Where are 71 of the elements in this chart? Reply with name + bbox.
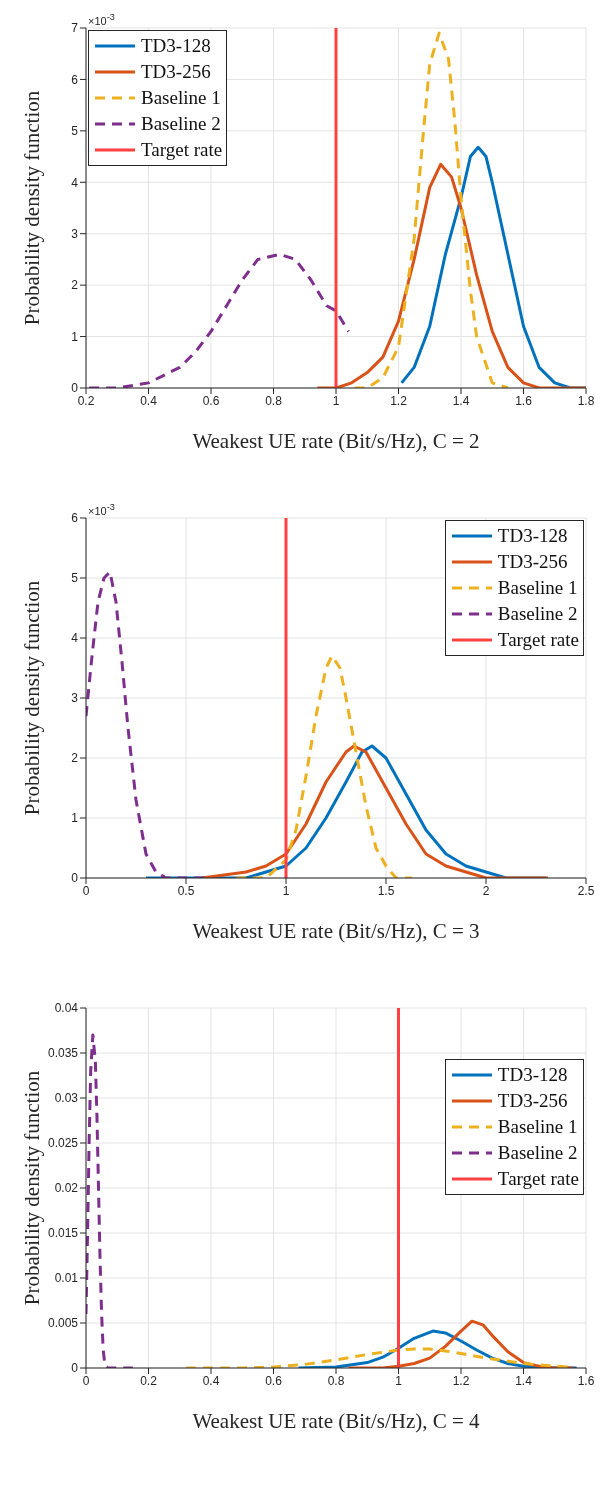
text: ×10$^{-3}$: [88, 502, 115, 517]
y-tick-label: 0.02: [54, 1181, 79, 1196]
y-tick-label: 0.005: [47, 1316, 79, 1331]
x-tick-label: 1: [282, 883, 290, 898]
x-axis-title: Weakest UE rate (Bit/s/Hz), C = 4: [192, 1409, 481, 1433]
y-tick-label: 4: [71, 175, 79, 190]
y-tick-label: 6: [71, 511, 79, 526]
x-tick-label: 0.2: [140, 1373, 158, 1388]
x-tick-label: 0.6: [202, 393, 220, 408]
text: ×10$^{-3}$: [88, 12, 115, 27]
x-tick-label: 0.5: [177, 883, 195, 898]
legend-label: TD3-256: [497, 1088, 568, 1113]
y-tick-label: 1: [71, 329, 79, 344]
x-tick-label: 2.5: [577, 883, 595, 898]
legend-label: TD3-128: [497, 1062, 568, 1087]
x-axis-title: Weakest UE rate (Bit/s/Hz), C = 2: [192, 429, 480, 453]
x-axis-title: Weakest UE rate (Bit/s/Hz), C = 3: [192, 919, 480, 943]
x-tick-label: 1.4: [452, 393, 470, 408]
legend-label: TD3-128: [141, 34, 211, 58]
legend-label: Baseline 2: [141, 112, 221, 136]
y-tick-label: 0: [71, 381, 79, 396]
legend-label: TD3-256: [497, 550, 568, 574]
legend-label: TD3-256: [141, 60, 211, 84]
legend-label: Target rate: [497, 1166, 579, 1191]
y-tick-label: 0.01: [54, 1271, 79, 1286]
y-tick-label: 6: [71, 72, 79, 87]
x-tick-label: 0.8: [327, 1373, 345, 1388]
x-tick-label: 2: [482, 883, 490, 898]
x-tick-label: 0.4: [202, 1373, 220, 1388]
y-tick-label: 5: [71, 571, 79, 586]
x-tick-label: 0: [82, 883, 90, 898]
y-tick-label: 0.015: [47, 1226, 79, 1241]
y-tick-label: 7: [71, 21, 79, 36]
x-tick-label: 1.6: [515, 393, 533, 408]
x-tick-label: 1.8: [577, 393, 595, 408]
y-tick-label: 4: [71, 631, 79, 646]
y-tick-label: 0.04: [54, 1001, 79, 1016]
legend-label: Target rate: [497, 628, 579, 652]
y-tick-label: 1: [71, 811, 79, 826]
y-tick-label: 0: [71, 1361, 79, 1376]
x-tick-label: 1: [332, 393, 340, 408]
y-tick-label: 3: [71, 226, 79, 241]
y-tick-label: 0.035: [47, 1046, 79, 1061]
y-tick-label: 0.025: [47, 1136, 79, 1151]
x-tick-label: 1.2: [452, 1373, 470, 1388]
y-axis-title: Probability density function: [20, 580, 45, 816]
legend-label: Baseline 2: [497, 1140, 578, 1165]
x-tick-label: 1.2: [390, 393, 408, 408]
y-tick-label: 5: [71, 124, 79, 139]
legend-label: Baseline 1: [141, 86, 221, 110]
legend-label: TD3-128: [497, 524, 568, 548]
x-tick-label: 1.4: [515, 1373, 533, 1388]
x-tick-label: 0.2: [77, 393, 95, 408]
x-tick-label: 1.6: [577, 1373, 595, 1388]
x-tick-label: 0.4: [140, 393, 158, 408]
y-tick-label: 0.03: [54, 1091, 79, 1106]
x-tick-label: 0: [82, 1373, 90, 1388]
x-tick-label: 1: [395, 1373, 403, 1388]
legend-label: Baseline 1: [497, 576, 578, 600]
y-axis-title: Probability density function: [20, 1070, 45, 1306]
x-tick-label: 0.6: [265, 1373, 283, 1388]
y-tick-label: 2: [71, 278, 79, 293]
y-tick-label: 2: [71, 751, 79, 766]
y-axis-title: Probability density function: [20, 90, 45, 326]
x-tick-label: 1.5: [377, 883, 395, 898]
x-tick-label: 0.8: [265, 393, 283, 408]
legend-label: Baseline 2: [497, 602, 578, 626]
legend-label: Target rate: [141, 138, 223, 162]
y-tick-label: 3: [71, 691, 79, 706]
legend-label: Baseline 1: [497, 1114, 578, 1139]
y-tick-label: 0: [71, 871, 79, 886]
